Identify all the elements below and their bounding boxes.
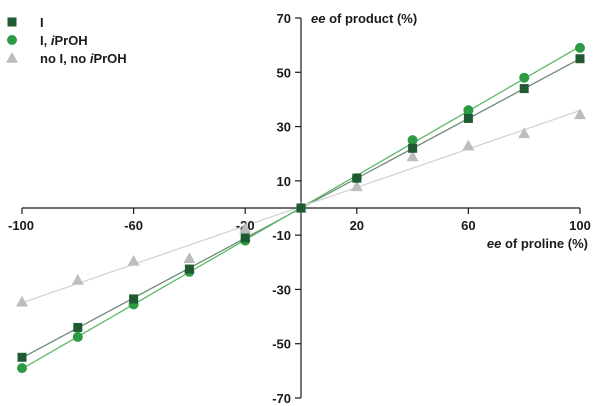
y-axis-title: ee of product (%): [311, 11, 417, 26]
series-square-point: [17, 352, 27, 362]
x-tick-label: -100: [8, 218, 34, 233]
series-square-point: [296, 203, 306, 213]
series-square-point: [73, 322, 83, 332]
series-triangle-point: [239, 222, 252, 234]
y-axis-title-rest: of product (%): [325, 11, 417, 26]
x-axis-title-italic: ee: [487, 236, 501, 251]
y-tick-label: -70: [272, 391, 291, 406]
y-tick-label: 10: [277, 174, 291, 189]
series-triangle-point: [350, 180, 363, 192]
x-tick-label: 20: [350, 218, 364, 233]
y-tick-label: -30: [272, 282, 291, 297]
series-triangle-point: [406, 150, 419, 162]
series-circle-point: [17, 363, 27, 374]
series-triangle-point: [71, 273, 84, 285]
y-tick-label: -10: [272, 228, 291, 243]
series-square-point: [184, 264, 194, 274]
series-square-point: [240, 233, 250, 243]
series-circle-point: [72, 331, 83, 342]
y-tick-label: 70: [277, 11, 291, 26]
series-triangle-point: [183, 252, 196, 264]
x-tick-label: 100: [569, 218, 591, 233]
legend-label-part: i: [51, 33, 55, 48]
x-tick-label: -60: [124, 218, 143, 233]
x-axis-title-rest: of proline (%): [501, 236, 588, 251]
x-axis-title: ee of proline (%): [487, 236, 588, 251]
y-tick-label: -50: [272, 337, 291, 352]
legend-label: I, iPrOH: [40, 33, 88, 48]
legend-label-part: no I, no: [40, 51, 90, 66]
series-square-point: [575, 54, 585, 64]
series-square-point: [352, 173, 362, 183]
y-tick-label: 30: [277, 120, 291, 135]
legend-label-part: I,: [40, 33, 51, 48]
series-triangle-point: [462, 139, 475, 151]
series-circle-point: [519, 72, 530, 83]
legend-marker-square: [7, 17, 17, 27]
series-triangle-point: [16, 295, 28, 307]
series-circle-point: [463, 105, 474, 116]
series-square-point: [408, 143, 418, 153]
legend-marker-triangle: [6, 52, 18, 63]
y-axis-title-italic: ee: [311, 11, 325, 26]
legend-label: no I, no iPrOH: [40, 51, 127, 66]
series-triangle-point: [127, 254, 140, 266]
axis-ticks: -100-60-20206010070503010-10-30-50-70: [8, 11, 591, 406]
x-tick-label: 60: [461, 218, 475, 233]
legend-label-part: PrOH: [93, 51, 126, 66]
series-square-point: [463, 113, 473, 123]
y-tick-label: 50: [277, 65, 291, 80]
series-square-point: [519, 84, 529, 94]
series-square-point: [129, 294, 139, 304]
series-triangle-point: [518, 127, 531, 139]
series-circle-point: [575, 42, 585, 53]
legend-marker-circle: [7, 35, 17, 45]
legend-label-part: i: [90, 51, 94, 66]
legend-label: I: [40, 15, 44, 30]
legend-label-part: I: [40, 15, 44, 30]
series-circle-point: [407, 135, 418, 146]
series-triangle-point: [574, 108, 586, 120]
legend-label-part: PrOH: [54, 33, 87, 48]
data-points: [16, 42, 586, 374]
